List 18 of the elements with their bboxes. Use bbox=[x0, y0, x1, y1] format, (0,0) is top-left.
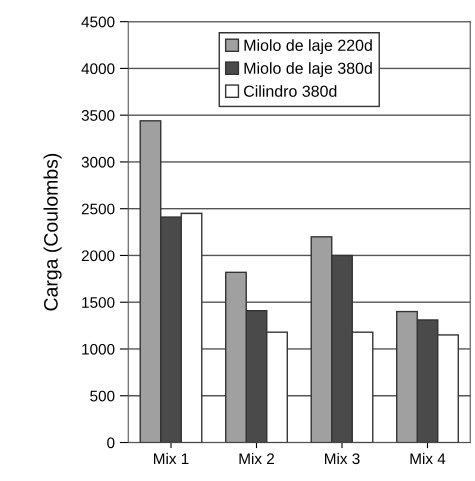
y-tick-label: 3500 bbox=[82, 110, 114, 121]
x-tick-label: Mix 4 bbox=[410, 452, 446, 464]
y-tick-label: 4500 bbox=[81, 16, 114, 28]
legend-label: Miolo de laje 380d bbox=[244, 62, 372, 78]
y-tick-label: 3000 bbox=[82, 156, 114, 168]
y-tick-label: 1500 bbox=[82, 297, 114, 308]
y-tick-label: 2000 bbox=[82, 250, 114, 262]
y-tick-label: 500 bbox=[90, 390, 114, 402]
y-tick-label: 2500 bbox=[82, 204, 114, 214]
y-axis-title: Carga (Coulombs) bbox=[44, 154, 62, 311]
x-tick-label: Mix 3 bbox=[325, 452, 360, 464]
y-tick-label: 1000 bbox=[82, 344, 114, 355]
x-tick-label: Mix 2 bbox=[240, 452, 274, 464]
y-tick-label: 4000 bbox=[81, 63, 114, 74]
x-tick-label: Mix 1 bbox=[154, 452, 189, 464]
y-tick-label: 0 bbox=[107, 437, 114, 448]
legend-label: Cilindro 380d bbox=[244, 85, 336, 97]
legend-label: Miolo de laje 220d bbox=[244, 39, 372, 54]
